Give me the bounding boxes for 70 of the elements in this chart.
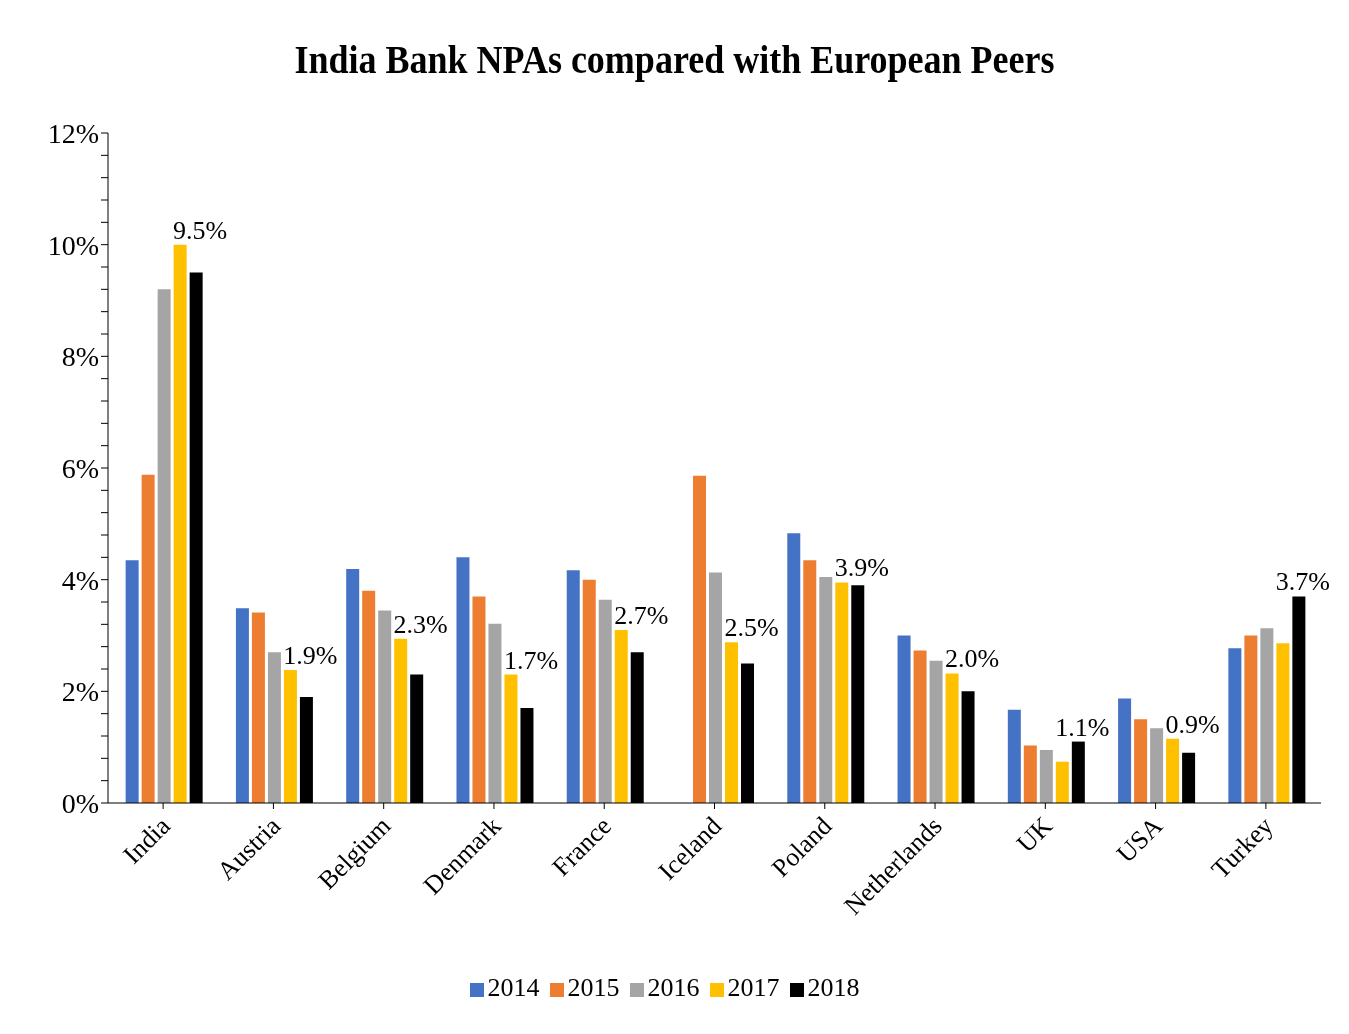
y-tick-label: 2% bbox=[61, 676, 99, 708]
data-label: 1.7% bbox=[503, 645, 559, 675]
y-tick-label: 8% bbox=[61, 341, 99, 373]
bar bbox=[504, 674, 518, 803]
legend-label: 2017 bbox=[727, 973, 780, 1002]
bar bbox=[582, 579, 596, 803]
data-label: 2.3% bbox=[393, 609, 448, 639]
chart-title: India Bank NPAs compared with European Peers bbox=[293, 36, 1056, 83]
bar bbox=[362, 590, 376, 803]
bar bbox=[472, 596, 486, 803]
bar bbox=[1260, 628, 1274, 803]
bar bbox=[456, 557, 470, 803]
bar bbox=[394, 638, 408, 803]
bar bbox=[929, 660, 943, 803]
y-tick-label: 0% bbox=[61, 787, 99, 819]
bar bbox=[598, 599, 612, 803]
bar bbox=[283, 670, 297, 803]
bar bbox=[157, 289, 171, 803]
bar bbox=[725, 642, 739, 803]
bar bbox=[945, 673, 959, 803]
bar bbox=[566, 570, 580, 803]
bar bbox=[1244, 635, 1258, 803]
data-label: 3.9% bbox=[834, 553, 889, 583]
bar bbox=[1166, 738, 1180, 803]
data-label: 9.5% bbox=[173, 215, 228, 245]
bar bbox=[803, 560, 817, 803]
bar bbox=[1134, 719, 1148, 803]
bar bbox=[1055, 761, 1069, 803]
bar bbox=[1276, 643, 1290, 803]
x-tick-label: India bbox=[117, 810, 177, 870]
bar bbox=[835, 582, 849, 803]
x-tick-label: USA bbox=[1111, 811, 1169, 869]
legend-label: 2016 bbox=[647, 973, 700, 1002]
bar bbox=[141, 474, 155, 803]
bar bbox=[787, 533, 801, 803]
bar bbox=[693, 475, 707, 803]
bar bbox=[1118, 698, 1132, 803]
bar bbox=[378, 610, 392, 803]
y-tick-label: 6% bbox=[61, 452, 99, 484]
bar bbox=[267, 652, 281, 803]
bar bbox=[897, 635, 911, 803]
bar bbox=[1228, 648, 1242, 803]
data-label: 2.7% bbox=[614, 600, 669, 630]
bar bbox=[235, 608, 249, 803]
bar bbox=[913, 650, 927, 803]
bar bbox=[1007, 709, 1021, 803]
data-label: 3.7% bbox=[1275, 567, 1330, 597]
bar bbox=[1150, 728, 1164, 803]
bar bbox=[819, 576, 833, 803]
bar bbox=[125, 560, 139, 803]
bar bbox=[488, 623, 502, 803]
legend-label: 2015 bbox=[567, 973, 620, 1002]
bar bbox=[346, 569, 360, 803]
y-tick-label: 4% bbox=[61, 564, 99, 596]
bar bbox=[251, 612, 265, 803]
y-tick-label: 12% bbox=[47, 117, 99, 149]
bar bbox=[709, 572, 723, 803]
data-label: 2.0% bbox=[944, 644, 1000, 674]
y-tick-label: 10% bbox=[47, 229, 99, 261]
data-label: 2.5% bbox=[724, 613, 779, 643]
bar bbox=[614, 629, 628, 803]
x-tick-label: UK bbox=[1010, 811, 1059, 859]
bar bbox=[173, 244, 187, 803]
legend-label: 2018 bbox=[807, 973, 860, 1002]
legend-label: 2014 bbox=[487, 973, 540, 1002]
data-label: 1.9% bbox=[283, 641, 338, 671]
bar bbox=[1039, 749, 1053, 803]
data-label: 0.9% bbox=[1165, 709, 1220, 739]
data-label: 1.1% bbox=[1055, 712, 1110, 742]
bar bbox=[1023, 745, 1037, 803]
